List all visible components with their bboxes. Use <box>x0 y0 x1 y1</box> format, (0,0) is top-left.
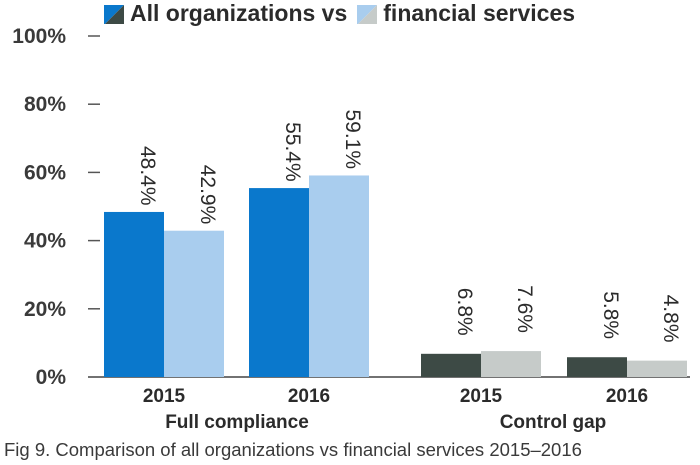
bar <box>421 353 481 377</box>
bar-value-label: 5.8% <box>599 291 622 339</box>
bar <box>164 230 224 377</box>
bar-value-label: 7.6% <box>513 285 536 333</box>
bar-value-label: 6.8% <box>453 288 476 336</box>
chart-area: 0% 20% 40% 60% 80% 100% 48.4% 42.9% 2015 55.4% 59.… <box>12 25 690 433</box>
bar-value-label: 55.4% <box>281 122 304 182</box>
x-category-label: 2015 <box>143 386 186 407</box>
y-tick-label: 20% <box>24 298 66 321</box>
x-category-label: 2015 <box>460 386 503 407</box>
figure-caption: Fig 9. Comparison of all organizations v… <box>4 439 582 460</box>
legend-label-financial-services: financial services <box>383 0 576 26</box>
bar <box>567 357 627 377</box>
bar <box>104 211 164 377</box>
legend-item-financial-services: financial services <box>357 0 575 27</box>
bar <box>309 175 369 377</box>
x-group-label: Full compliance <box>165 412 309 433</box>
y-tick-label: 0% <box>36 366 67 389</box>
legend-swatch-financial-services <box>357 4 378 24</box>
legend: All organizations vs financial services <box>104 0 585 27</box>
bar-value-label: 59.1% <box>341 109 364 169</box>
y-tick-label: 80% <box>24 93 66 116</box>
bar-value-label: 4.8% <box>659 295 682 343</box>
y-tick-label: 100% <box>12 25 66 48</box>
bar-value-label: 42.9% <box>196 165 219 225</box>
bar <box>249 188 309 377</box>
legend-item-all-organizations: All organizations vs <box>104 0 347 27</box>
y-tick-label: 40% <box>24 230 66 253</box>
x-category-label: 2016 <box>606 386 648 407</box>
x-category-label: 2016 <box>288 386 330 407</box>
legend-label-all-organizations: All organizations vs <box>130 0 348 26</box>
bar <box>481 351 541 377</box>
bar-value-label: 48.4% <box>136 146 159 206</box>
legend-swatch-all-organizations <box>104 4 124 24</box>
bar <box>627 360 687 377</box>
x-group-label: Control gap <box>500 412 607 433</box>
y-tick-label: 60% <box>24 161 66 184</box>
